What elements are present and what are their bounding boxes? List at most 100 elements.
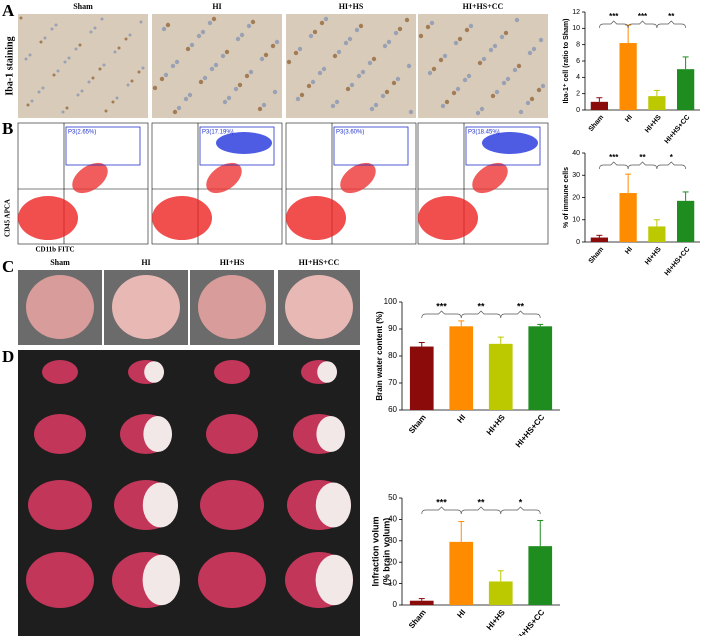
cell	[128, 33, 132, 37]
cell	[455, 86, 461, 92]
gate-label: P3(2.65%)	[68, 130, 96, 136]
panel-label: D	[2, 347, 14, 366]
cell	[19, 16, 23, 20]
cell	[28, 53, 32, 57]
cell	[295, 96, 301, 102]
cell	[384, 89, 390, 95]
y-tick-label: 6	[576, 58, 580, 65]
y-tick-label: 20	[572, 194, 580, 201]
y-tick-label: 90	[388, 324, 397, 333]
cell	[124, 37, 128, 41]
cell	[481, 56, 487, 62]
cell	[61, 110, 65, 114]
bar	[449, 326, 474, 410]
cell-cloud	[472, 162, 508, 194]
cell	[516, 63, 522, 69]
cell	[453, 40, 459, 46]
infarct	[144, 361, 165, 383]
cell	[37, 90, 41, 94]
cell	[222, 99, 228, 105]
cell	[183, 96, 189, 102]
infarct	[143, 416, 172, 452]
cell	[492, 43, 498, 49]
cell	[488, 47, 494, 53]
significance-stars: **	[668, 12, 675, 21]
gate-label: P3(17.19%)	[202, 130, 234, 136]
y-axis-label: Brain water content (%)	[375, 311, 384, 401]
cell	[490, 93, 496, 99]
cell	[30, 99, 34, 103]
x-tick-label: HI+HS	[485, 607, 508, 632]
cell	[185, 46, 191, 52]
cell	[540, 83, 546, 89]
cell	[404, 17, 410, 23]
cell	[187, 92, 193, 98]
y-tick-label: 30	[572, 172, 580, 179]
cell	[425, 24, 431, 30]
cell	[63, 60, 67, 64]
infarct	[142, 554, 180, 606]
cell	[323, 16, 329, 22]
cell	[246, 23, 252, 29]
cell	[349, 82, 355, 88]
x-tick-label: HI	[455, 608, 467, 620]
cell	[161, 26, 167, 32]
cell	[226, 95, 232, 101]
cell	[464, 27, 470, 33]
y-tick-label: 10	[572, 25, 580, 32]
panel-label: A	[2, 1, 15, 20]
significance-brace	[500, 310, 541, 319]
significance-brace	[460, 310, 502, 319]
cell	[172, 109, 178, 115]
bar	[648, 96, 666, 110]
cell	[272, 89, 278, 95]
cell	[347, 36, 353, 42]
cell	[235, 36, 241, 42]
panel-label: B	[2, 119, 13, 138]
cell	[503, 30, 509, 36]
y-tick-label: 4	[576, 74, 580, 81]
cell	[257, 106, 263, 112]
x-tick-label: HI+HS+CC	[664, 114, 692, 145]
cell	[165, 22, 171, 28]
y-tick-label: 10	[572, 217, 580, 224]
image-caption: HI+HS	[339, 2, 364, 11]
cell	[91, 76, 95, 80]
cell	[395, 76, 401, 82]
cell	[113, 50, 117, 54]
cell	[360, 69, 366, 75]
x-tick-label: HI+HS	[644, 246, 663, 267]
cell	[505, 76, 511, 82]
cell	[369, 106, 375, 112]
cell	[391, 80, 397, 86]
staining-image	[286, 14, 416, 118]
brain	[26, 275, 94, 339]
cell	[466, 73, 472, 79]
gate-box	[465, 126, 541, 166]
cell	[163, 72, 169, 78]
cell	[115, 96, 119, 100]
cell	[196, 33, 202, 39]
cell	[308, 33, 314, 39]
cell	[451, 90, 457, 96]
significance-stars: ***	[436, 497, 447, 507]
bar	[590, 237, 608, 242]
bar	[590, 101, 608, 110]
bar	[449, 541, 474, 605]
cell	[334, 99, 340, 105]
cell	[293, 50, 299, 56]
cell	[529, 96, 535, 102]
y-tick-label: 70	[388, 378, 397, 387]
brain-slice	[200, 480, 264, 530]
image-caption: HI+HS	[220, 258, 245, 267]
cell-cloud	[152, 196, 212, 240]
cell	[39, 40, 43, 44]
cell	[397, 26, 403, 32]
cell	[74, 47, 78, 51]
cell	[213, 62, 219, 68]
significance-brace	[627, 161, 658, 170]
cell	[250, 19, 256, 25]
cell	[440, 103, 446, 109]
cell	[321, 66, 327, 72]
